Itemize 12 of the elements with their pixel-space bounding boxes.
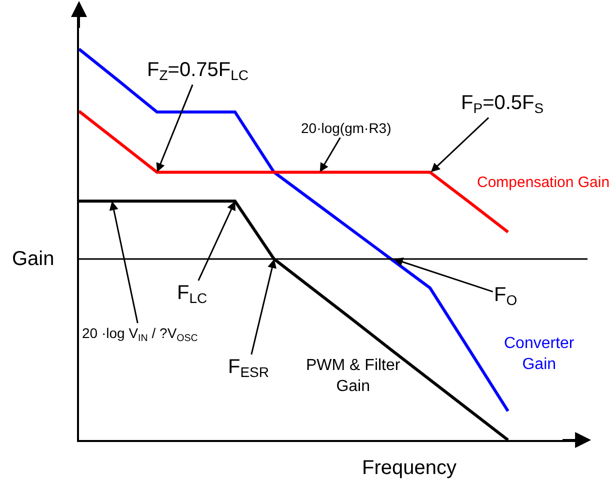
y-axis-title: Gain bbox=[12, 248, 54, 270]
annotation: F$_{LC}$ bbox=[177, 282, 208, 306]
annotation: F$_{P}$=0.5F$_{S}$ bbox=[461, 92, 544, 116]
series-label: Converter Gain bbox=[504, 335, 575, 373]
annotation: F$_{ESR}$ bbox=[228, 356, 270, 380]
annotation: 20 ·log V$_{IN}$ / ?V$_{OSC}$ bbox=[82, 325, 198, 344]
annotation: F$_{Z}$=0.75F$_{LC}$ bbox=[147, 59, 249, 84]
annotation: 20·log(gm·R3) bbox=[301, 120, 392, 136]
annotation: F$_{O}$ bbox=[494, 284, 518, 308]
series-label: Compensation Gain bbox=[477, 174, 610, 191]
series-label: PWM & Filter Gain bbox=[306, 357, 401, 395]
x-axis-title: Frequency bbox=[362, 457, 456, 479]
